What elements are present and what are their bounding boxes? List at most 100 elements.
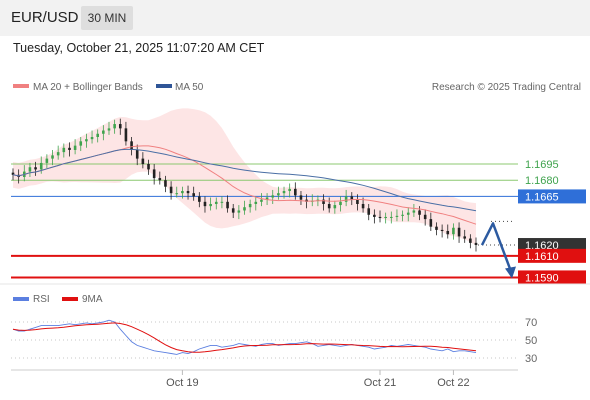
candle-body bbox=[344, 196, 348, 202]
candle-body bbox=[406, 212, 410, 215]
ma50-legend-label: MA 50 bbox=[175, 82, 204, 93]
candle-body bbox=[62, 147, 66, 153]
candle-body bbox=[85, 139, 88, 142]
rsi-tick-label: 30 bbox=[525, 353, 537, 365]
candle-body bbox=[260, 199, 263, 202]
level-label-bg bbox=[518, 270, 586, 285]
candle-body bbox=[209, 203, 212, 207]
candle-body bbox=[181, 191, 184, 194]
level-label-bg bbox=[518, 238, 586, 253]
candle-body bbox=[214, 201, 218, 204]
candle-body bbox=[79, 141, 83, 146]
candle-body bbox=[141, 158, 145, 165]
candle-body bbox=[339, 201, 342, 206]
rsi-tick-label: 70 bbox=[525, 317, 537, 329]
candle-body bbox=[158, 178, 162, 181]
candle-body bbox=[237, 210, 241, 213]
level-label-bg bbox=[518, 189, 586, 204]
candle-body bbox=[203, 201, 207, 207]
level-label: 1.1680 bbox=[525, 175, 559, 187]
candle-body bbox=[322, 199, 325, 204]
level-label-bg bbox=[518, 248, 586, 263]
candle-body bbox=[68, 147, 71, 150]
candle-body bbox=[395, 215, 399, 217]
candle-body bbox=[226, 201, 229, 209]
timeframe-button[interactable]: 30 MIN bbox=[81, 6, 133, 30]
candle-body bbox=[11, 172, 15, 175]
candle-body bbox=[265, 197, 269, 200]
candle-body bbox=[282, 191, 286, 194]
x-tick-label: Oct 22 bbox=[437, 377, 469, 389]
candle-body bbox=[220, 201, 224, 203]
candle-body bbox=[51, 155, 54, 159]
rsi-ma-legend-label: 9MA bbox=[82, 294, 103, 305]
candle-body bbox=[333, 205, 337, 209]
candle-body bbox=[299, 195, 303, 200]
level-label: 1.1590 bbox=[525, 272, 559, 284]
chart-header: EUR/USD 30 MIN bbox=[0, 0, 590, 36]
candle-body bbox=[435, 226, 438, 230]
level-label: 1.1695 bbox=[525, 159, 559, 171]
rsi-legend-swatch bbox=[13, 297, 29, 301]
candle-body bbox=[192, 193, 195, 197]
timestamp: Tuesday, October 21, 2025 11:07:20 AM CE… bbox=[13, 41, 265, 55]
candle-body bbox=[373, 214, 376, 217]
rsi-ma-line bbox=[12, 322, 477, 353]
ma50-legend-swatch bbox=[156, 84, 172, 88]
candle-body bbox=[118, 124, 122, 129]
bollinger-band bbox=[13, 108, 476, 246]
candle-body bbox=[73, 145, 77, 150]
ma20-legend-swatch bbox=[13, 84, 29, 88]
candle-body bbox=[198, 196, 201, 202]
candle-body bbox=[327, 203, 331, 209]
x-tick-label: Oct 21 bbox=[364, 377, 396, 389]
ma20-legend-label: MA 20 + Bollinger Bands bbox=[33, 82, 143, 93]
candle-body bbox=[152, 169, 156, 179]
candle-body bbox=[401, 214, 404, 216]
candle-body bbox=[294, 188, 297, 196]
level-label: 1.1610 bbox=[525, 251, 559, 263]
candle-body bbox=[130, 141, 133, 150]
candle-body bbox=[288, 188, 291, 192]
candle-body bbox=[412, 210, 416, 213]
candle-body bbox=[39, 162, 43, 170]
candle-body bbox=[113, 124, 116, 129]
candle-body bbox=[248, 203, 252, 208]
candle-body bbox=[356, 199, 359, 204]
candle-body bbox=[469, 238, 472, 243]
candle-body bbox=[446, 230, 450, 235]
ma50-line bbox=[12, 148, 477, 212]
candle-body bbox=[56, 152, 60, 156]
candle-body bbox=[361, 203, 365, 209]
source-label: Research © 2025 Trading Central bbox=[432, 82, 581, 93]
symbol-title: EUR/USD bbox=[11, 9, 79, 26]
candle-body bbox=[277, 193, 280, 196]
candle-body bbox=[418, 210, 421, 215]
candle-body bbox=[147, 164, 150, 170]
candle-body bbox=[186, 191, 190, 194]
candle-body bbox=[164, 180, 167, 187]
candle-body bbox=[135, 149, 139, 159]
candle-body bbox=[96, 133, 99, 138]
candle-body bbox=[45, 158, 49, 163]
rsi-ma-legend-swatch bbox=[62, 297, 78, 301]
x-tick-label: Oct 19 bbox=[166, 377, 198, 389]
candle-body bbox=[367, 208, 371, 215]
level-label: 1.1665 bbox=[525, 191, 559, 203]
candle-body bbox=[107, 128, 111, 131]
candle-body bbox=[28, 167, 32, 172]
candle-body bbox=[271, 195, 275, 198]
candle-body bbox=[169, 186, 173, 194]
candle-body bbox=[429, 219, 433, 227]
projection-arrowhead bbox=[505, 266, 516, 279]
candle-body bbox=[34, 167, 37, 170]
candle-body bbox=[440, 229, 444, 231]
candle-body bbox=[457, 227, 461, 237]
candle-body bbox=[384, 216, 387, 219]
candle-body bbox=[102, 130, 105, 134]
candle-body bbox=[350, 196, 354, 200]
candle-body bbox=[231, 208, 235, 213]
candle-body bbox=[390, 216, 393, 218]
candle-body bbox=[423, 214, 427, 220]
